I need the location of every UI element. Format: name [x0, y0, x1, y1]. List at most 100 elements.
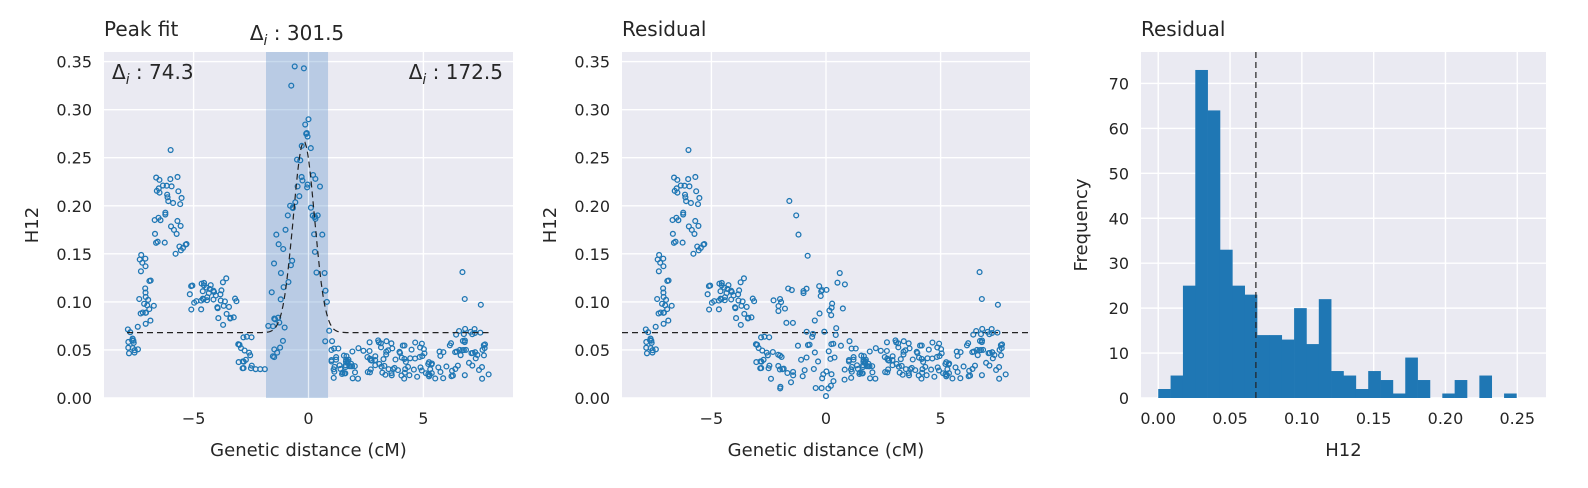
data-point	[389, 345, 396, 352]
data-point	[277, 270, 284, 277]
data-point	[681, 191, 689, 198]
x-tick-label: 0.20	[1428, 409, 1464, 428]
data-point	[274, 349, 281, 356]
data-point	[799, 373, 806, 380]
data-point	[307, 145, 314, 152]
data-point	[643, 338, 650, 345]
data-point	[658, 300, 666, 307]
data-point	[292, 199, 299, 206]
data-point	[366, 347, 373, 355]
data-point	[780, 365, 787, 372]
data-point	[297, 157, 304, 164]
histogram-bar	[1244, 294, 1258, 398]
data-point	[919, 366, 926, 373]
data-point	[385, 366, 392, 373]
data-point	[298, 142, 305, 149]
data-point	[177, 201, 184, 208]
data-point	[706, 306, 713, 313]
data-point	[388, 370, 395, 377]
data-point	[673, 185, 680, 192]
data-point	[787, 379, 795, 386]
data-point	[935, 367, 943, 374]
data-point	[889, 353, 896, 360]
data-point	[704, 291, 711, 298]
histogram-bar	[1219, 249, 1233, 398]
data-point	[481, 341, 489, 348]
y-tick-label: 30	[1109, 254, 1129, 273]
data-point	[777, 383, 784, 390]
data-point	[866, 363, 873, 370]
data-point	[850, 354, 857, 361]
data-point	[428, 360, 435, 367]
data-point	[976, 269, 983, 276]
data-point	[383, 348, 390, 355]
data-point	[417, 364, 424, 371]
data-point	[199, 288, 206, 295]
x-axis-label: Genetic distance (cM)	[728, 440, 925, 461]
data-point	[829, 300, 836, 307]
data-point	[162, 209, 169, 216]
data-point	[770, 297, 777, 304]
data-point	[839, 305, 846, 312]
data-point	[170, 226, 178, 233]
data-point	[304, 181, 311, 188]
data-point	[963, 342, 971, 349]
data-point	[869, 369, 876, 376]
data-point	[189, 282, 196, 289]
data-point	[401, 375, 408, 382]
data-point	[147, 317, 154, 324]
data-point	[776, 295, 784, 303]
y-tick-label: 0.05	[574, 341, 610, 360]
data-point	[240, 334, 247, 341]
data-point	[191, 299, 198, 306]
data-point	[978, 372, 985, 379]
data-point	[237, 344, 245, 352]
data-points	[124, 63, 492, 382]
chart-title: Residual	[1141, 17, 1225, 41]
data-point	[812, 384, 819, 392]
data-point	[291, 63, 298, 70]
data-point	[485, 371, 492, 378]
histogram-bar	[1380, 380, 1394, 398]
data-point	[668, 302, 675, 309]
data-point	[322, 338, 329, 345]
data-point	[966, 367, 973, 374]
data-point	[801, 367, 808, 374]
data-point	[866, 348, 873, 355]
data-point	[288, 82, 295, 89]
data-point	[472, 355, 479, 362]
data-point	[134, 346, 142, 353]
data-point	[877, 347, 884, 354]
y-tick-label: 0	[1119, 389, 1129, 408]
data-point	[660, 293, 667, 300]
data-point	[957, 375, 964, 382]
data-point	[134, 323, 141, 330]
x-tick-label: 0.00	[1140, 409, 1176, 428]
data-point	[372, 353, 379, 360]
data-point	[428, 370, 435, 377]
data-point	[243, 333, 250, 340]
data-point	[225, 303, 233, 310]
data-point	[146, 277, 153, 285]
data-point	[471, 325, 478, 333]
data-point	[989, 349, 996, 356]
data-point	[954, 352, 961, 359]
data-point	[872, 345, 879, 352]
data-point	[281, 324, 288, 331]
histogram-bar	[1195, 69, 1208, 398]
data-point	[694, 243, 701, 250]
histogram-bar	[1331, 371, 1344, 398]
data-point	[285, 278, 292, 286]
data-point	[848, 374, 855, 381]
data-point	[175, 188, 182, 195]
data-point	[988, 329, 996, 337]
x-tick-label: 0.05	[1212, 409, 1248, 428]
data-point	[271, 354, 278, 361]
data-point	[186, 291, 193, 298]
data-point	[717, 288, 724, 295]
data-point	[402, 358, 409, 365]
data-point	[741, 310, 748, 317]
tick-labels: 0.00 0.05 0.10 0.15 0.20 0.25 0 10 20 30 40 50 60 70	[1109, 74, 1535, 428]
data-point	[905, 370, 912, 377]
histogram-bar	[1454, 380, 1468, 398]
